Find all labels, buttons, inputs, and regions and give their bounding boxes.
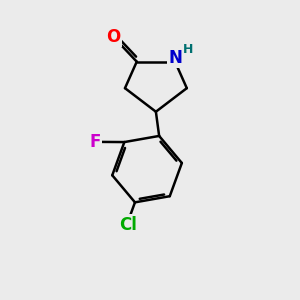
Text: F: F [90,133,101,151]
Text: O: O [106,28,120,46]
Text: N: N [168,49,182,67]
Text: H: H [183,43,194,56]
Text: Cl: Cl [119,216,137,234]
